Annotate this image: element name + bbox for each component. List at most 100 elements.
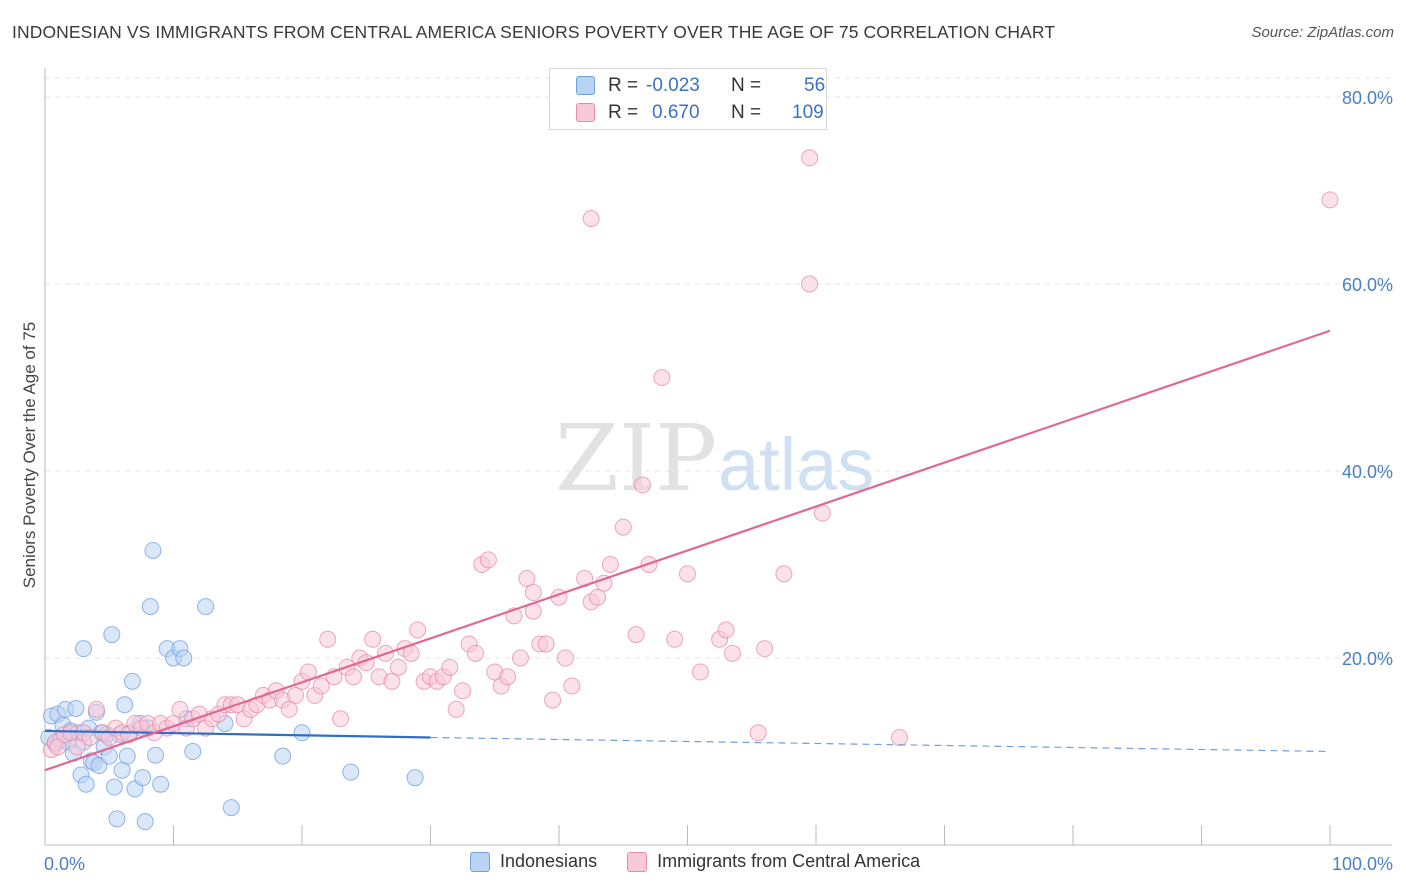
data-point xyxy=(479,551,497,569)
data-point xyxy=(144,541,162,559)
data-point xyxy=(136,813,154,831)
data-point xyxy=(319,630,337,648)
data-point xyxy=(75,640,93,658)
legend-swatch-blue xyxy=(470,851,490,872)
data-point xyxy=(103,626,121,644)
n-label: N = xyxy=(731,75,762,96)
data-point xyxy=(364,630,382,648)
data-point xyxy=(454,682,472,700)
data-point xyxy=(691,663,709,681)
data-point xyxy=(175,649,193,667)
data-point xyxy=(68,738,86,756)
data-point xyxy=(511,649,529,667)
r-label: R = xyxy=(608,75,639,96)
x-tick-label: 0.0% xyxy=(44,854,85,874)
data-point xyxy=(134,769,152,787)
data-point xyxy=(801,149,819,167)
data-point xyxy=(116,696,134,714)
data-point xyxy=(601,556,619,573)
data-point xyxy=(409,621,427,639)
y-tick-label: 40.0% xyxy=(1342,462,1393,482)
data-point xyxy=(344,668,362,686)
chart-title: INDONESIAN VS IMMIGRANTS FROM CENTRAL AM… xyxy=(12,22,1056,42)
source-label: Source: ZipAtlas.com xyxy=(1251,24,1394,41)
data-point xyxy=(312,677,330,695)
legend-item-central-america[interactable]: Immigrants from Central America xyxy=(627,851,920,872)
data-point xyxy=(147,746,165,764)
stats-swatch-pink xyxy=(576,103,595,122)
data-point xyxy=(67,699,85,717)
legend-label: Immigrants from Central America xyxy=(657,851,921,871)
data-point xyxy=(342,763,360,781)
data-point xyxy=(537,635,555,653)
data-point xyxy=(197,598,215,616)
data-point xyxy=(123,672,141,690)
watermark: ZIP atlas xyxy=(555,405,874,512)
data-point xyxy=(141,598,159,616)
series-indonesians xyxy=(40,541,424,831)
data-point xyxy=(274,747,292,765)
data-point xyxy=(634,476,652,494)
y-tick-label: 60.0% xyxy=(1342,275,1393,295)
data-point xyxy=(679,565,696,583)
data-point xyxy=(171,700,189,718)
data-point xyxy=(801,275,819,293)
data-point xyxy=(595,574,613,592)
r-label: R = xyxy=(608,102,639,123)
data-point xyxy=(287,686,305,704)
data-point xyxy=(749,724,767,742)
data-point xyxy=(614,518,632,536)
data-point xyxy=(589,588,607,606)
data-point xyxy=(723,644,741,662)
data-point xyxy=(582,210,600,228)
data-point xyxy=(653,369,671,386)
data-point xyxy=(441,658,459,676)
data-point xyxy=(184,743,202,760)
data-point xyxy=(332,710,350,728)
data-point xyxy=(627,626,645,644)
data-point xyxy=(293,724,311,742)
data-point xyxy=(222,799,240,817)
data-point xyxy=(563,677,581,695)
grid-lines xyxy=(45,77,1392,659)
data-point xyxy=(775,565,793,583)
data-point xyxy=(447,700,465,718)
legend-swatch-pink xyxy=(627,851,648,872)
legend-label: Indonesians xyxy=(500,851,598,871)
legend: Indonesians Immigrants from Central Amer… xyxy=(470,851,920,872)
y-tick-label: 80.0% xyxy=(1342,88,1393,108)
data-point xyxy=(389,658,407,676)
y-tick-label: 20.0% xyxy=(1342,649,1393,669)
data-point xyxy=(152,775,170,793)
data-point xyxy=(891,728,909,746)
data-point xyxy=(105,778,123,796)
series-central-america xyxy=(42,149,1339,759)
data-point xyxy=(280,700,298,718)
trend-line-indonesians-extension xyxy=(430,736,1331,753)
r-value: -0.023 xyxy=(646,75,700,96)
stats-swatch-blue xyxy=(576,76,595,95)
data-point xyxy=(666,630,684,648)
tick-labels: 20.0% 40.0% 60.0% 80.0% 0.0% 100.0% xyxy=(44,88,1393,874)
stats-box: R = -0.023 N = 56 R = 0.670 N = 109 xyxy=(549,68,827,130)
watermark-zip: ZIP xyxy=(555,405,717,512)
legend-item-indonesians[interactable]: Indonesians xyxy=(470,851,597,872)
data-point xyxy=(406,769,424,787)
watermark-atlas: atlas xyxy=(718,423,874,506)
n-label: N = xyxy=(731,102,762,123)
data-point xyxy=(1321,191,1339,209)
data-point xyxy=(717,621,735,639)
data-point xyxy=(518,570,536,588)
data-point xyxy=(499,668,517,686)
data-point xyxy=(544,691,562,709)
trend-line-indonesians xyxy=(44,729,431,739)
data-point xyxy=(108,810,126,828)
data-point xyxy=(77,775,95,793)
trend-lines xyxy=(44,329,1331,772)
n-value: 109 xyxy=(792,102,824,123)
data-point xyxy=(813,504,831,522)
data-point xyxy=(524,584,542,602)
data-point xyxy=(87,700,105,718)
data-point xyxy=(466,644,484,662)
